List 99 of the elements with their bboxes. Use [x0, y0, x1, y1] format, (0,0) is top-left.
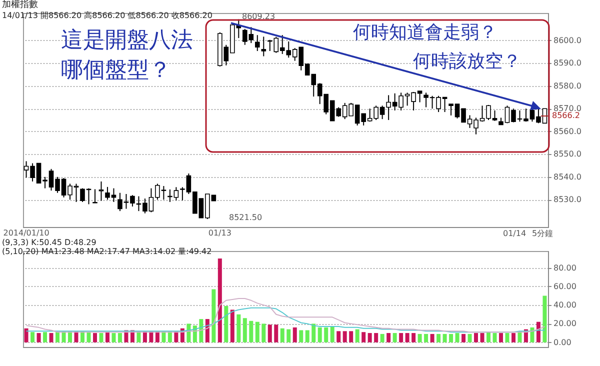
y-tick-label: 8550.0	[554, 150, 582, 159]
bar	[305, 330, 310, 342]
bar	[492, 333, 497, 342]
y-tick-label: 8580.0	[554, 81, 582, 90]
bar	[386, 333, 391, 342]
bar	[230, 310, 234, 342]
y-tick-label: 40.00	[554, 300, 576, 310]
bar	[330, 326, 334, 342]
y-tick-label: 8560.0	[554, 126, 582, 136]
bar	[405, 333, 410, 342]
bar	[380, 334, 384, 342]
bar	[436, 334, 441, 342]
x-tick-label: 01/13	[208, 228, 232, 238]
bar	[218, 258, 222, 342]
y-tick-label: 8540.0	[554, 172, 582, 182]
bar	[242, 318, 247, 342]
bar	[112, 333, 116, 342]
bar	[486, 332, 491, 342]
bar	[236, 314, 241, 342]
annotation: 哪個盤型？	[61, 58, 171, 83]
bar	[480, 333, 484, 342]
bar	[424, 334, 428, 342]
line-series	[26, 298, 546, 333]
candlestick	[92, 188, 98, 204]
bar	[318, 327, 322, 342]
bar	[511, 333, 516, 342]
bar	[292, 327, 297, 342]
text: 5分鐘	[532, 229, 554, 238]
bar	[530, 327, 534, 342]
y-tick-label: 8530.0	[554, 195, 582, 204]
bar	[430, 334, 434, 342]
bar	[468, 334, 472, 342]
bar	[474, 333, 478, 342]
bar	[212, 289, 216, 342]
bar	[455, 333, 460, 342]
bar	[274, 324, 278, 342]
bar	[105, 332, 110, 342]
bar	[280, 328, 284, 342]
bar	[368, 333, 372, 342]
bar	[36, 333, 41, 342]
bar	[349, 331, 354, 342]
line-series	[26, 307, 546, 333]
bar	[99, 333, 104, 342]
chart-subtitle: 14/01/13 開8566.20 高8566.20 低8566.20 收8566.20	[2, 11, 212, 20]
candlestick	[98, 180, 104, 202]
bar	[312, 324, 316, 342]
bar	[205, 319, 210, 342]
bar	[418, 334, 422, 342]
bar	[536, 322, 540, 342]
bar	[399, 333, 404, 342]
bar	[442, 334, 447, 342]
bar	[449, 334, 454, 342]
y-tick-label: 60.00	[554, 282, 576, 291]
bar	[56, 332, 60, 342]
bar	[268, 324, 272, 342]
bar	[392, 333, 397, 342]
text: 01/14	[503, 229, 526, 238]
y-tick-label: 8570.0	[554, 104, 582, 114]
bar	[342, 331, 347, 342]
bar	[462, 334, 466, 342]
annotation: 這是開盤八法	[61, 28, 193, 53]
bar	[412, 333, 416, 342]
text: (9,3,3) K:50.45 D:48.29	[2, 238, 96, 247]
bar	[86, 332, 91, 342]
bar	[255, 322, 260, 342]
bar	[542, 296, 547, 342]
bar	[505, 333, 510, 342]
bar	[49, 333, 54, 342]
y-tick-label: 8590.0	[554, 58, 582, 68]
bar	[336, 331, 341, 342]
bar	[118, 333, 122, 342]
y-tick-label: 8600.0	[554, 36, 582, 45]
bar	[30, 332, 35, 342]
bar	[24, 328, 28, 342]
bar	[262, 324, 266, 342]
y-tick-label: 80.00	[554, 263, 576, 272]
bar	[249, 320, 254, 342]
y-tick-label: 0.00	[554, 338, 572, 347]
y-tick-label: 20.00	[554, 319, 576, 328]
bar	[374, 333, 378, 342]
bar	[286, 329, 291, 342]
annotation: 8521.50	[229, 213, 262, 222]
annotation: 何時該放空？	[413, 51, 521, 72]
text: 8566.2	[552, 111, 580, 120]
bar	[355, 329, 360, 342]
annotation: 何時知道會走弱？	[353, 22, 497, 43]
bar	[299, 330, 304, 342]
bar	[199, 319, 204, 342]
candlestick	[254, 34, 260, 52]
candlestick	[261, 36, 266, 57]
x-tick-label: 2014/01/10	[3, 228, 50, 238]
bar	[362, 332, 366, 342]
annotation: 8609.23	[242, 12, 276, 21]
bar	[92, 333, 97, 342]
bar	[324, 327, 328, 342]
annotation: (5,10,20) MA1:23.48 MA2:17.47 MA3:14.02 量:49.42	[2, 247, 212, 256]
bar	[43, 332, 48, 342]
bar	[498, 333, 503, 342]
bar	[224, 306, 228, 342]
